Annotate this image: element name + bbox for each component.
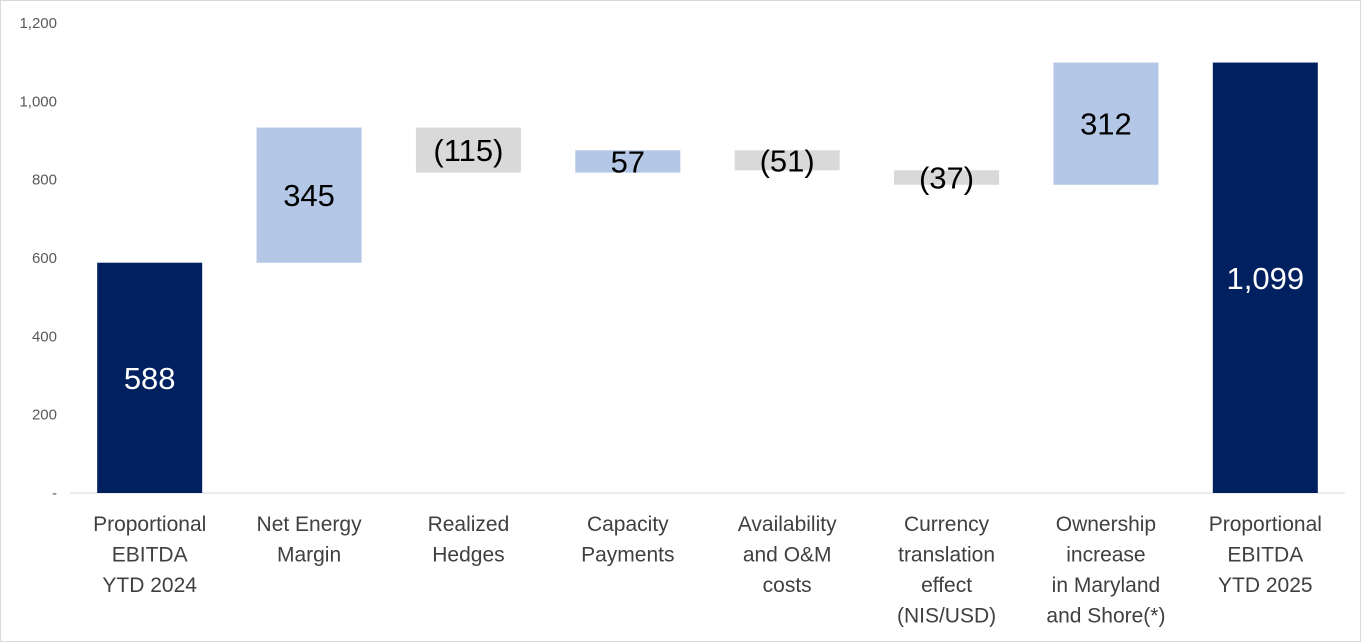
waterfall-bar xyxy=(256,127,362,263)
data-label: 345 xyxy=(283,178,335,213)
waterfall-bar xyxy=(415,127,521,173)
x-category-label-line: (NIS/USD) xyxy=(897,605,996,628)
x-category-label: Net Energy Margin xyxy=(257,513,363,567)
data-label: (37) xyxy=(919,161,974,196)
data-label: (51) xyxy=(760,143,815,178)
y-tick-label: 1,200 xyxy=(19,15,57,32)
x-category-label-line: YTD 2024 xyxy=(102,574,197,597)
waterfall-bar xyxy=(1212,62,1318,493)
x-category-label-line: increase xyxy=(1066,544,1145,567)
x-category-label: Availability and O&M costs xyxy=(738,513,837,597)
x-category-label-line: Payments xyxy=(581,544,674,567)
x-category-label-line: Capacity xyxy=(587,513,669,536)
x-category-label-line: EBITDA xyxy=(112,544,188,567)
y-tick-label: 200 xyxy=(32,407,57,424)
x-category-label-line: Ownership xyxy=(1056,513,1156,536)
x-category-label-line: Realized xyxy=(428,513,510,536)
x-category-label: Realized Hedges xyxy=(428,513,510,567)
x-category-label: Proportional EBITDA YTD 2024 xyxy=(93,513,206,597)
data-label: 1,099 xyxy=(1227,261,1305,296)
y-tick-label: - xyxy=(52,485,57,502)
waterfall-bar xyxy=(734,150,840,171)
waterfall-bar xyxy=(1053,62,1159,185)
x-category-label-line: Currency xyxy=(904,513,990,536)
x-category-label-line: and O&M xyxy=(743,544,832,567)
waterfall-bar xyxy=(97,262,203,493)
x-category-label-line: translation xyxy=(898,544,995,567)
x-category-label: Currency translation effect (NIS/USD) xyxy=(897,513,996,628)
x-category-label-line: and Shore(*) xyxy=(1046,605,1165,628)
x-category-label: Proportional EBITDA YTD 2025 xyxy=(1209,513,1322,597)
y-tick-label: 1,000 xyxy=(19,93,57,110)
data-label: 57 xyxy=(611,144,645,179)
x-category-label-line: Net Energy xyxy=(257,513,363,536)
x-category-label: Ownership increase in Maryland and Shore(*) xyxy=(1046,513,1165,628)
waterfall-bar xyxy=(894,170,1000,185)
waterfall-bar xyxy=(575,150,681,173)
x-category-label-line: effect xyxy=(921,574,972,597)
x-category-label-line: YTD 2025 xyxy=(1218,574,1313,597)
x-category-label-line: Hedges xyxy=(432,544,504,567)
x-category-label-line: in Maryland xyxy=(1052,574,1161,597)
data-label: (115) xyxy=(433,133,503,168)
x-category-label-line: Margin xyxy=(277,544,341,567)
x-category-label: Capacity Payments xyxy=(581,513,674,567)
x-category-label-line: EBITDA xyxy=(1227,544,1303,567)
x-category-label-line: Availability xyxy=(738,513,837,536)
y-tick-label: 800 xyxy=(32,172,57,189)
data-label: 588 xyxy=(124,361,176,396)
y-tick-label: 400 xyxy=(32,328,57,345)
x-category-label-line: costs xyxy=(763,574,812,597)
x-category-label-line: Proportional xyxy=(93,513,206,536)
data-label: 312 xyxy=(1080,107,1132,142)
x-category-label-line: Proportional xyxy=(1209,513,1322,536)
y-tick-label: 600 xyxy=(32,250,57,267)
